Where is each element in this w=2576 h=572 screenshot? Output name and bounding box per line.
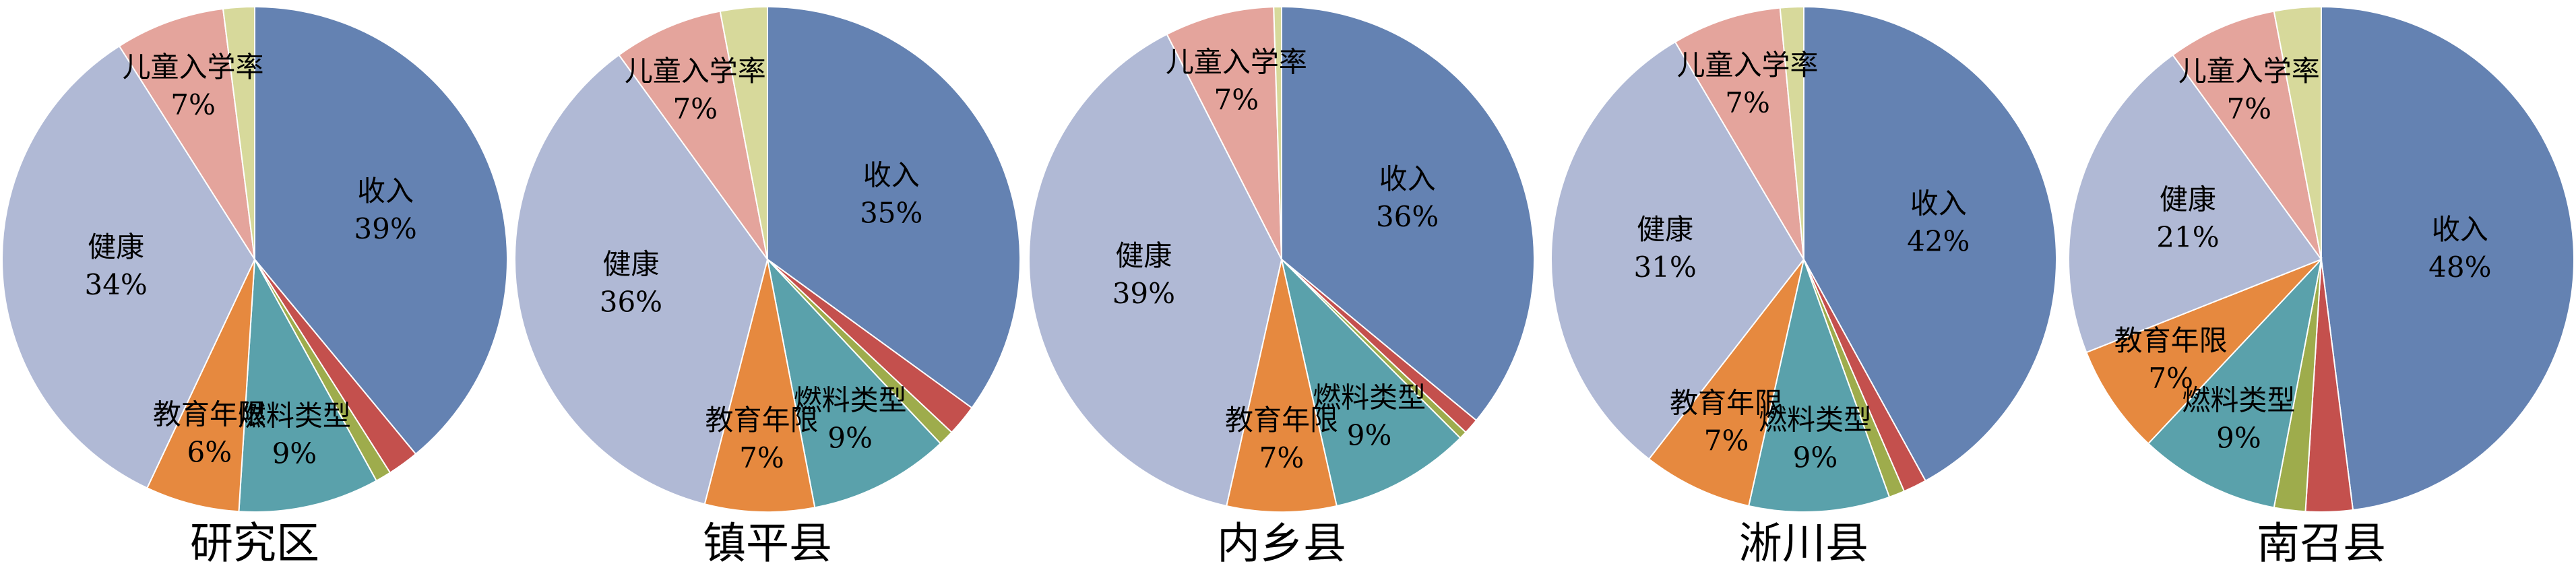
slice-label: 收入 xyxy=(863,158,920,191)
pie-slice xyxy=(2147,257,2323,509)
value-label: 7% xyxy=(1704,424,1749,457)
slice-label: 燃料类型 xyxy=(2182,384,2295,417)
slice-label: 燃料类型 xyxy=(1313,381,1426,414)
pie-slice xyxy=(1,44,256,489)
value-label: 7% xyxy=(170,88,216,121)
pie-slice xyxy=(1280,257,1462,507)
value-label: 9% xyxy=(2216,422,2261,455)
pie-slice xyxy=(1803,5,2057,482)
slice-label: 教育年限 xyxy=(1225,404,1338,437)
pie-slice xyxy=(1281,5,1535,422)
value-label: 9% xyxy=(1793,441,1838,474)
slice-label: 健康 xyxy=(2160,183,2216,216)
slice-label: 燃料类型 xyxy=(238,399,351,432)
pie-slice xyxy=(1166,6,1282,260)
value-label: 9% xyxy=(272,437,317,470)
slice-label: 儿童入学率 xyxy=(625,55,766,88)
slice-label: 收入 xyxy=(2432,213,2488,246)
pie-slice xyxy=(1028,33,1283,507)
chart-title: 南召县 xyxy=(2257,519,2386,569)
slice-label: 儿童入学率 xyxy=(2178,55,2320,88)
value-label: 7% xyxy=(739,441,784,474)
pie-slice xyxy=(1273,5,1282,260)
value-label: 48% xyxy=(2428,251,2491,284)
value-label: 7% xyxy=(1259,441,1305,474)
chart-title: 淅川县 xyxy=(1739,519,1868,569)
value-label: 39% xyxy=(354,212,416,245)
pie-slice xyxy=(703,259,816,513)
value-label: 7% xyxy=(1214,83,1259,116)
slice-label: 收入 xyxy=(1379,162,1436,195)
slice-label: 燃料类型 xyxy=(794,384,907,417)
pie-slice xyxy=(1674,7,1804,260)
slice-label: 儿童入学率 xyxy=(1166,45,1307,78)
slice-label: 教育年限 xyxy=(2114,324,2228,357)
value-label: 34% xyxy=(84,268,147,301)
slice-label: 健康 xyxy=(88,230,144,263)
pie-slice xyxy=(2085,259,2322,445)
pie-slice xyxy=(1226,259,1338,513)
pie-slice xyxy=(238,257,378,513)
pie-slice xyxy=(2068,54,2323,354)
pie-slice xyxy=(1779,5,1804,260)
slice-label: 儿童入学率 xyxy=(123,51,264,84)
value-label: 7% xyxy=(1725,86,1770,119)
pie-slice xyxy=(618,10,768,260)
value-label: 35% xyxy=(860,196,922,229)
slice-label: 燃料类型 xyxy=(1759,403,1872,436)
slice-label: 教育年限 xyxy=(1670,386,1783,419)
slice-label: 健康 xyxy=(602,248,659,281)
pie-slice xyxy=(1748,257,1891,513)
chart-title: 镇平县 xyxy=(703,519,832,569)
value-label: 42% xyxy=(1907,225,1970,258)
pie-slice xyxy=(767,5,1021,409)
pie-slice xyxy=(766,257,942,509)
value-label: 7% xyxy=(672,92,718,125)
pie-slice xyxy=(1647,259,1804,507)
pie-slice xyxy=(254,5,508,455)
value-label: 39% xyxy=(1112,277,1175,310)
chart-title: 内乡县 xyxy=(1217,519,1346,569)
value-label: 21% xyxy=(2156,220,2219,253)
pie-slice xyxy=(2273,5,2322,260)
pie-slice xyxy=(719,5,768,260)
value-label: 7% xyxy=(2226,92,2271,125)
pie-slice xyxy=(222,5,255,260)
value-label: 9% xyxy=(1347,419,1392,452)
pie-slice xyxy=(146,259,255,513)
slice-label: 收入 xyxy=(357,174,414,208)
pie-slice xyxy=(514,54,769,505)
slice-label: 教育年限 xyxy=(705,404,819,437)
pie-slice xyxy=(118,7,255,260)
slice-label: 教育年限 xyxy=(153,398,266,431)
slice-label: 健康 xyxy=(1637,213,1693,246)
value-label: 31% xyxy=(1633,251,1696,284)
value-label: 9% xyxy=(827,422,873,455)
slice-label: 健康 xyxy=(1115,239,1172,272)
value-label: 36% xyxy=(600,286,662,319)
value-label: 6% xyxy=(187,436,232,469)
pie-slice xyxy=(1550,40,1805,460)
value-label: 36% xyxy=(1376,200,1439,233)
value-label: 7% xyxy=(2148,362,2193,395)
pie-slice xyxy=(2172,10,2322,260)
pie-slice xyxy=(2321,5,2575,511)
chart-title: 研究区 xyxy=(190,519,319,569)
slice-label: 儿童入学率 xyxy=(1677,49,1819,82)
slice-label: 收入 xyxy=(1910,187,1967,220)
